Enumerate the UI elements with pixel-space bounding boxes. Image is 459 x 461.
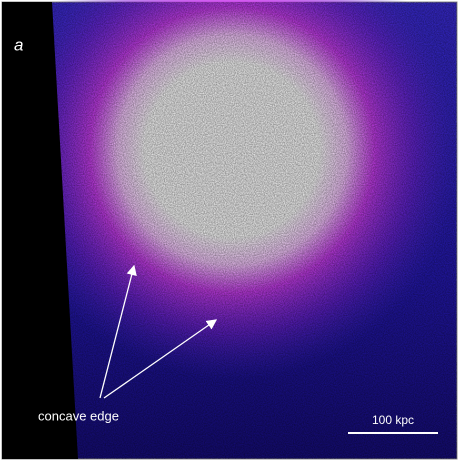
panel-label: a bbox=[14, 35, 23, 54]
annotation: concave edge bbox=[38, 408, 119, 423]
figure-panel: a concave edge 100 kpc bbox=[0, 0, 459, 461]
page: a concave edge 100 kpc (() => { const da… bbox=[0, 0, 459, 461]
scale-bar-label: 100 kpc bbox=[372, 413, 414, 427]
